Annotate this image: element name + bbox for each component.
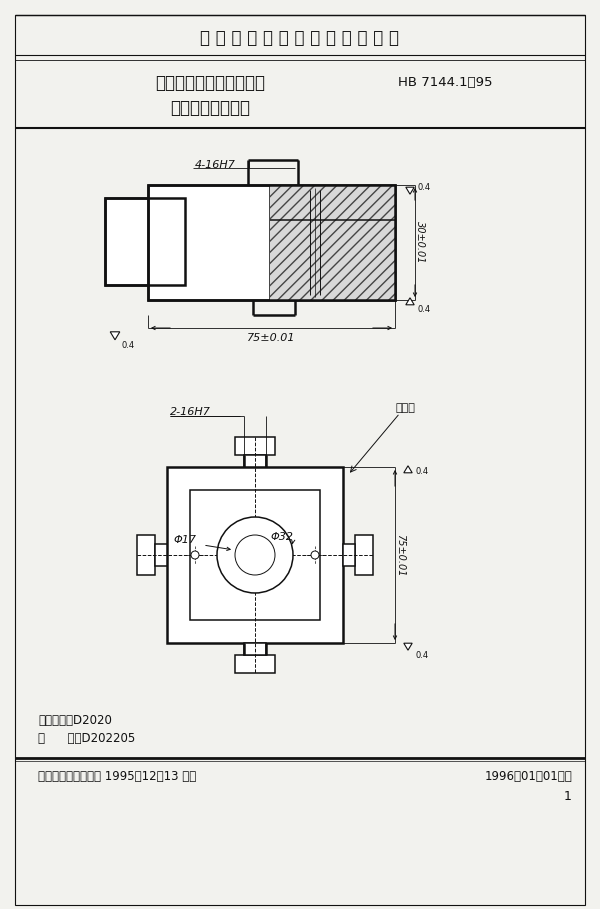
Text: 1: 1	[564, 791, 572, 804]
Text: 中国航空工业总公司 1995－12－13 发布: 中国航空工业总公司 1995－12－13 发布	[38, 770, 196, 783]
Bar	[167, 467, 343, 643]
Text: 大型系列组合夹具支承件: 大型系列组合夹具支承件	[155, 74, 265, 92]
Text: 2-16H7: 2-16H7	[170, 407, 211, 417]
Bar	[235, 655, 275, 673]
Text: 标记处: 标记处	[395, 403, 415, 413]
Polygon shape	[110, 332, 120, 340]
Circle shape	[311, 551, 319, 559]
Circle shape	[235, 535, 275, 575]
Text: Φ32: Φ32	[270, 532, 293, 542]
Bar	[343, 544, 355, 566]
Bar	[244, 643, 266, 655]
Text: 1996－01－01实施: 1996－01－01实施	[484, 770, 572, 783]
Bar	[105, 198, 185, 285]
Bar	[155, 544, 167, 566]
Text: 分类代号：D2020: 分类代号：D2020	[38, 714, 112, 726]
Text: HB 7144.1－95: HB 7144.1－95	[398, 76, 492, 89]
Text: 0.4: 0.4	[418, 184, 431, 193]
Text: 0.4: 0.4	[416, 651, 429, 660]
Polygon shape	[406, 298, 414, 305]
Text: 0.4: 0.4	[122, 341, 135, 349]
Text: 中 华 人 民 共 和 国 航 空 工 业 标 准: 中 华 人 民 共 和 国 航 空 工 业 标 准	[200, 29, 400, 47]
Text: 4-16H7: 4-16H7	[195, 160, 236, 170]
Polygon shape	[404, 644, 412, 650]
Circle shape	[191, 551, 199, 559]
Text: 0.4: 0.4	[418, 305, 431, 315]
Polygon shape	[404, 465, 412, 473]
Polygon shape	[406, 187, 414, 195]
Bar	[137, 535, 155, 575]
Bar	[148, 185, 395, 300]
Text: 0.4: 0.4	[416, 467, 429, 476]
Bar	[355, 535, 373, 575]
Bar	[190, 490, 320, 620]
Bar	[244, 455, 266, 467]
Circle shape	[217, 517, 293, 593]
Text: 75±0.01: 75±0.01	[247, 333, 296, 343]
Bar	[105, 198, 185, 285]
Bar	[235, 437, 275, 455]
Bar	[270, 185, 395, 300]
Bar	[148, 185, 395, 300]
Text: 30±0.01: 30±0.01	[415, 221, 425, 264]
Text: 二竖槽正方形支承: 二竖槽正方形支承	[170, 99, 250, 117]
Text: Φ17: Φ17	[173, 535, 197, 545]
Text: 75±0.01: 75±0.01	[395, 534, 405, 576]
Text: 标      记：D202205: 标 记：D202205	[38, 732, 135, 744]
